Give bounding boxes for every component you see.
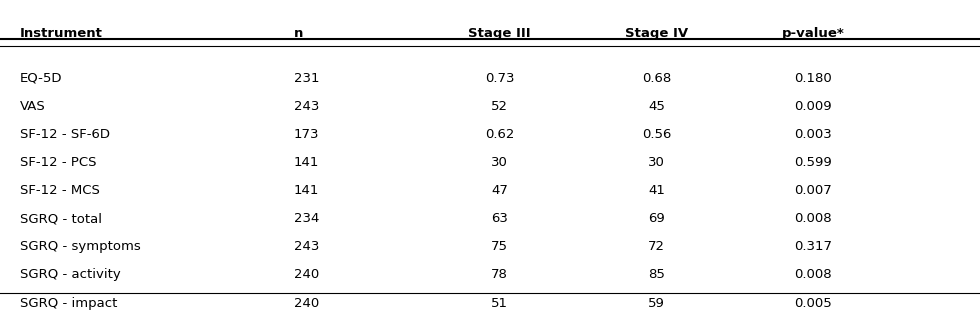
Text: 78: 78	[491, 268, 509, 281]
Text: EQ-5D: EQ-5D	[20, 72, 62, 85]
Text: 45: 45	[648, 100, 665, 113]
Text: Stage IV: Stage IV	[625, 27, 688, 40]
Text: 141: 141	[294, 184, 319, 197]
Text: 243: 243	[294, 100, 319, 113]
Text: 41: 41	[648, 184, 665, 197]
Text: 234: 234	[294, 212, 319, 225]
Text: 30: 30	[491, 156, 509, 169]
Text: 63: 63	[491, 212, 509, 225]
Text: 0.005: 0.005	[795, 297, 832, 309]
Text: 0.009: 0.009	[795, 100, 832, 113]
Text: 47: 47	[491, 184, 509, 197]
Text: SF-12 - PCS: SF-12 - PCS	[20, 156, 96, 169]
Text: 0.73: 0.73	[485, 72, 514, 85]
Text: 51: 51	[491, 297, 509, 309]
Text: 85: 85	[648, 268, 665, 281]
Text: n: n	[294, 27, 304, 40]
Text: Instrument: Instrument	[20, 27, 103, 40]
Text: SGRQ - impact: SGRQ - impact	[20, 297, 117, 309]
Text: 0.68: 0.68	[642, 72, 671, 85]
Text: 52: 52	[491, 100, 509, 113]
Text: 243: 243	[294, 240, 319, 253]
Text: 75: 75	[491, 240, 509, 253]
Text: 0.56: 0.56	[642, 128, 671, 141]
Text: 0.180: 0.180	[795, 72, 832, 85]
Text: 0.317: 0.317	[795, 240, 832, 253]
Text: 231: 231	[294, 72, 319, 85]
Text: SGRQ - symptoms: SGRQ - symptoms	[20, 240, 140, 253]
Text: 173: 173	[294, 128, 319, 141]
Text: 69: 69	[648, 212, 665, 225]
Text: 0.008: 0.008	[795, 268, 832, 281]
Text: 141: 141	[294, 156, 319, 169]
Text: 0.008: 0.008	[795, 212, 832, 225]
Text: 72: 72	[648, 240, 665, 253]
Text: VAS: VAS	[20, 100, 45, 113]
Text: SF-12 - SF-6D: SF-12 - SF-6D	[20, 128, 110, 141]
Text: SGRQ - activity: SGRQ - activity	[20, 268, 121, 281]
Text: SGRQ - total: SGRQ - total	[20, 212, 102, 225]
Text: p-value*: p-value*	[782, 27, 845, 40]
Text: 0.003: 0.003	[795, 128, 832, 141]
Text: 0.62: 0.62	[485, 128, 514, 141]
Text: Stage III: Stage III	[468, 27, 531, 40]
Text: 240: 240	[294, 297, 319, 309]
Text: 59: 59	[648, 297, 665, 309]
Text: 240: 240	[294, 268, 319, 281]
Text: 0.007: 0.007	[795, 184, 832, 197]
Text: 0.599: 0.599	[795, 156, 832, 169]
Text: 30: 30	[648, 156, 665, 169]
Text: SF-12 - MCS: SF-12 - MCS	[20, 184, 100, 197]
